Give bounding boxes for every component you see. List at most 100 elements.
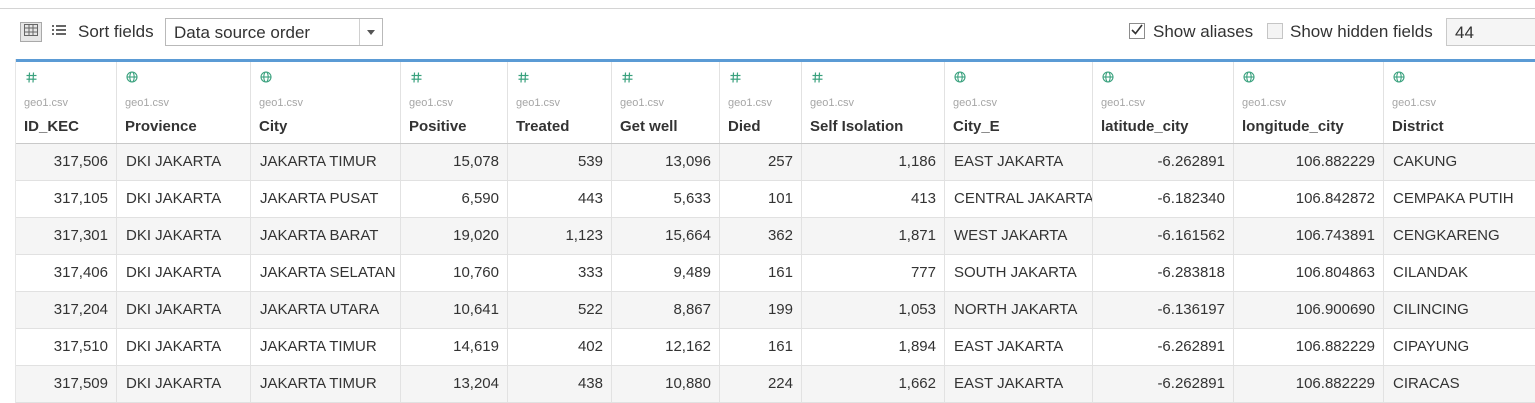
- table-cell[interactable]: DKI JAKARTA: [117, 329, 251, 365]
- table-cell[interactable]: 413: [802, 181, 945, 217]
- table-cell[interactable]: 317,506: [16, 144, 117, 180]
- table-cell[interactable]: JAKARTA PUSAT: [251, 181, 401, 217]
- table-cell[interactable]: 1,894: [802, 329, 945, 365]
- globe-type-icon[interactable]: [125, 70, 139, 84]
- column-header-id-kec[interactable]: geo1.csv ID_KEC: [16, 62, 117, 143]
- table-cell[interactable]: 1,053: [802, 292, 945, 328]
- table-cell[interactable]: 15,664: [612, 218, 720, 254]
- show-hidden-fields-checkbox[interactable]: [1267, 23, 1283, 39]
- globe-type-icon[interactable]: [1101, 70, 1115, 84]
- table-cell[interactable]: DKI JAKARTA: [117, 366, 251, 402]
- column-header-self-isolation[interactable]: geo1.csv Self Isolation: [802, 62, 945, 143]
- column-header-latitude-city[interactable]: geo1.csv latitude_city: [1093, 62, 1234, 143]
- table-cell[interactable]: JAKARTA BARAT: [251, 218, 401, 254]
- table-cell[interactable]: 317,301: [16, 218, 117, 254]
- column-header-city-e[interactable]: geo1.csv City_E: [945, 62, 1093, 143]
- column-header-city[interactable]: geo1.csv City: [251, 62, 401, 143]
- table-cell[interactable]: 106.882229: [1234, 329, 1384, 365]
- table-cell[interactable]: WEST JAKARTA: [945, 218, 1093, 254]
- globe-type-icon[interactable]: [1242, 70, 1256, 84]
- column-header-treated[interactable]: geo1.csv Treated: [508, 62, 612, 143]
- column-header-district[interactable]: geo1.csv District: [1384, 62, 1535, 143]
- table-cell[interactable]: -6.161562: [1093, 218, 1234, 254]
- column-header-died[interactable]: geo1.csv Died: [720, 62, 802, 143]
- table-cell[interactable]: 317,510: [16, 329, 117, 365]
- table-cell[interactable]: -6.136197: [1093, 292, 1234, 328]
- table-cell[interactable]: 106.900690: [1234, 292, 1384, 328]
- column-name-label[interactable]: Positive: [409, 118, 467, 135]
- table-cell[interactable]: CEMPAKA PUTIH: [1384, 181, 1535, 217]
- column-header-provience[interactable]: geo1.csv Provience: [117, 62, 251, 143]
- show-aliases-checkbox[interactable]: [1129, 23, 1145, 39]
- rows-count-input[interactable]: 44: [1446, 18, 1535, 46]
- table-cell[interactable]: 777: [802, 255, 945, 291]
- table-cell[interactable]: CILINCING: [1384, 292, 1535, 328]
- table-cell[interactable]: JAKARTA SELATAN: [251, 255, 401, 291]
- table-cell[interactable]: 199: [720, 292, 802, 328]
- table-cell[interactable]: 539: [508, 144, 612, 180]
- table-cell[interactable]: CENTRAL JAKARTA: [945, 181, 1093, 217]
- table-cell[interactable]: -6.262891: [1093, 329, 1234, 365]
- table-cell[interactable]: 106.743891: [1234, 218, 1384, 254]
- table-cell[interactable]: EAST JAKARTA: [945, 329, 1093, 365]
- table-cell[interactable]: 12,162: [612, 329, 720, 365]
- list-view-button[interactable]: [48, 22, 70, 42]
- column-name-label[interactable]: Self Isolation: [810, 118, 904, 135]
- table-cell[interactable]: 106.804863: [1234, 255, 1384, 291]
- column-header-get-well[interactable]: geo1.csv Get well: [612, 62, 720, 143]
- table-cell[interactable]: JAKARTA TIMUR: [251, 366, 401, 402]
- table-cell[interactable]: EAST JAKARTA: [945, 366, 1093, 402]
- table-cell[interactable]: 101: [720, 181, 802, 217]
- number-type-icon[interactable]: [620, 70, 634, 84]
- number-type-icon[interactable]: [24, 70, 38, 84]
- table-cell[interactable]: 9,489: [612, 255, 720, 291]
- table-cell[interactable]: DKI JAKARTA: [117, 218, 251, 254]
- table-cell[interactable]: EAST JAKARTA: [945, 144, 1093, 180]
- globe-type-icon[interactable]: [1392, 70, 1406, 84]
- table-cell[interactable]: JAKARTA TIMUR: [251, 144, 401, 180]
- number-type-icon[interactable]: [409, 70, 423, 84]
- column-header-positive[interactable]: geo1.csv Positive: [401, 62, 508, 143]
- column-name-label[interactable]: latitude_city: [1101, 118, 1189, 135]
- table-cell[interactable]: 402: [508, 329, 612, 365]
- table-cell[interactable]: 10,641: [401, 292, 508, 328]
- table-cell[interactable]: 522: [508, 292, 612, 328]
- globe-type-icon[interactable]: [953, 70, 967, 84]
- table-cell[interactable]: -6.283818: [1093, 255, 1234, 291]
- table-cell[interactable]: CILANDAK: [1384, 255, 1535, 291]
- table-cell[interactable]: 161: [720, 329, 802, 365]
- table-cell[interactable]: JAKARTA UTARA: [251, 292, 401, 328]
- table-cell[interactable]: DKI JAKARTA: [117, 292, 251, 328]
- table-cell[interactable]: 1,871: [802, 218, 945, 254]
- show-hidden-fields-label[interactable]: Show hidden fields: [1290, 22, 1433, 41]
- table-cell[interactable]: 443: [508, 181, 612, 217]
- table-cell[interactable]: 333: [508, 255, 612, 291]
- column-name-label[interactable]: Get well: [620, 118, 678, 135]
- table-cell[interactable]: 161: [720, 255, 802, 291]
- table-cell[interactable]: 8,867: [612, 292, 720, 328]
- table-cell[interactable]: CENGKARENG: [1384, 218, 1535, 254]
- table-cell[interactable]: -6.262891: [1093, 144, 1234, 180]
- table-cell[interactable]: NORTH JAKARTA: [945, 292, 1093, 328]
- table-cell[interactable]: 10,880: [612, 366, 720, 402]
- column-name-label[interactable]: Provience: [125, 118, 197, 135]
- table-cell[interactable]: 10,760: [401, 255, 508, 291]
- table-cell[interactable]: 106.842872: [1234, 181, 1384, 217]
- table-cell[interactable]: 257: [720, 144, 802, 180]
- table-cell[interactable]: DKI JAKARTA: [117, 144, 251, 180]
- table-cell[interactable]: 438: [508, 366, 612, 402]
- table-cell[interactable]: 106.882229: [1234, 366, 1384, 402]
- table-cell[interactable]: DKI JAKARTA: [117, 255, 251, 291]
- table-cell[interactable]: 106.882229: [1234, 144, 1384, 180]
- column-name-label[interactable]: District: [1392, 118, 1444, 135]
- table-cell[interactable]: SOUTH JAKARTA: [945, 255, 1093, 291]
- table-cell[interactable]: 1,662: [802, 366, 945, 402]
- table-cell[interactable]: 5,633: [612, 181, 720, 217]
- column-header-longitude-city[interactable]: geo1.csv longitude_city: [1234, 62, 1384, 143]
- table-cell[interactable]: 19,020: [401, 218, 508, 254]
- table-cell[interactable]: -6.262891: [1093, 366, 1234, 402]
- number-type-icon[interactable]: [728, 70, 742, 84]
- number-type-icon[interactable]: [516, 70, 530, 84]
- show-aliases-label[interactable]: Show aliases: [1153, 22, 1254, 41]
- table-cell[interactable]: 14,619: [401, 329, 508, 365]
